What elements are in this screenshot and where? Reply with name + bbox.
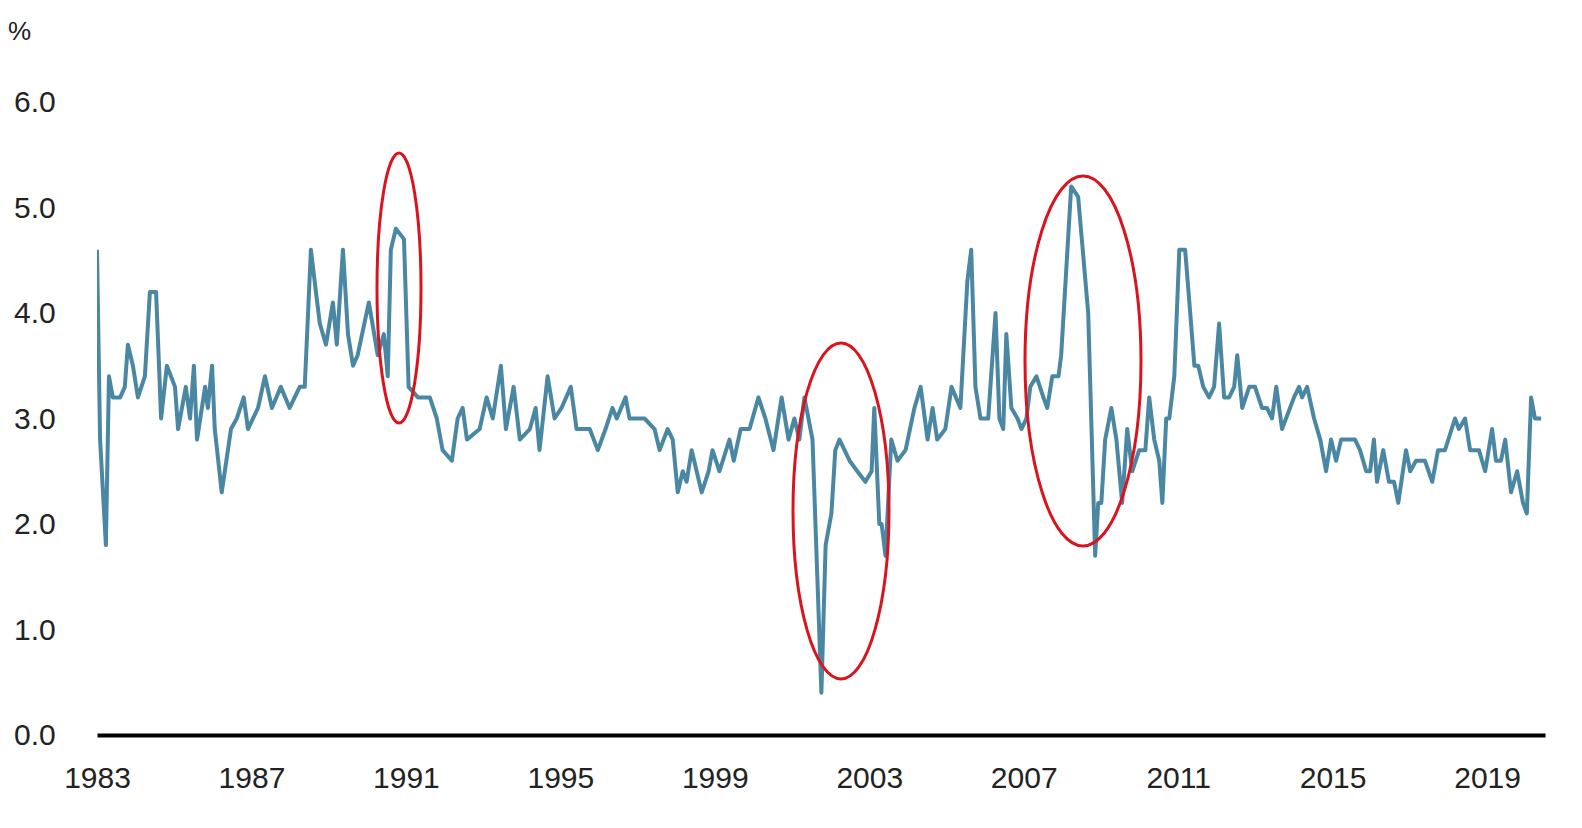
y-tick: 4.0 [14, 296, 97, 329]
y-tick: 0.0 [14, 718, 97, 751]
x-tick-label: 1987 [219, 761, 286, 794]
x-tick: 2007 [991, 735, 1058, 794]
highlights [377, 153, 1141, 679]
y-tick-label: 6.0 [14, 85, 56, 118]
x-tick: 2003 [836, 735, 903, 794]
x-axis-line [98, 734, 1546, 738]
x-tick: 1995 [527, 735, 594, 794]
y-tick-label: 5.0 [14, 191, 56, 224]
y-tick: 5.0 [14, 191, 97, 224]
x-tick-label: 2011 [1146, 761, 1211, 794]
y-tick-label: 3.0 [14, 402, 56, 435]
x-tick-label: 1991 [373, 761, 440, 794]
y-tick-label: 2.0 [14, 507, 56, 540]
x-tick-label: 1983 [64, 761, 131, 794]
plot-area: 0.0 1.0 2.0 3.0 4.0 5.0 6.0 1983 1987 1991 1995 199… [14, 85, 1546, 794]
x-axis: 1983 1987 1991 1995 1999 2003 2007 2011 2015 2019 [64, 735, 1545, 794]
highlight-ellipse [377, 153, 421, 423]
x-tick: 2011 [1146, 735, 1211, 794]
highlight-ellipse [793, 343, 889, 679]
x-tick-label: 1995 [527, 761, 594, 794]
data-line [97, 186, 1541, 692]
y-tick-label: 1.0 [14, 613, 56, 646]
highlight-ellipse [1025, 176, 1141, 546]
x-tick: 1991 [373, 735, 440, 794]
x-tick: 2015 [1300, 735, 1367, 794]
x-tick-label: 1999 [682, 761, 749, 794]
y-axis: 0.0 1.0 2.0 3.0 4.0 5.0 6.0 [14, 85, 98, 751]
x-tick-label: 2007 [991, 761, 1058, 794]
y-tick: 3.0 [14, 402, 97, 435]
y-axis-title: % [8, 16, 31, 46]
x-tick-label: 2019 [1454, 761, 1521, 794]
series-group [97, 186, 1541, 692]
y-tick-label: 0.0 [14, 718, 56, 751]
chart: 0.0 1.0 2.0 3.0 4.0 5.0 6.0 1983 1987 1991 1995 199… [0, 0, 1582, 828]
x-tick-label: 2015 [1300, 761, 1367, 794]
y-tick-label: 4.0 [14, 296, 56, 329]
x-tick: 1983 [64, 735, 131, 794]
x-tick-label: 2003 [836, 761, 903, 794]
x-tick: 2019 [1454, 735, 1521, 794]
y-tick: 2.0 [14, 507, 97, 540]
y-tick: 6.0 [14, 85, 97, 118]
y-tick: 1.0 [14, 613, 97, 646]
x-tick: 1999 [682, 735, 749, 794]
x-tick: 1987 [219, 735, 286, 794]
